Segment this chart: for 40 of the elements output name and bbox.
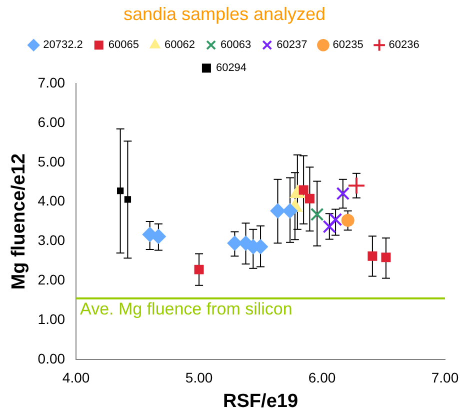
y-tick-label: 7.00 [38,74,66,90]
legend-label: 60063 [220,39,252,52]
legend-label: 20732.2 [43,39,83,52]
point [368,251,378,261]
point [336,186,350,200]
x-tick-label: 4.00 [62,370,90,386]
legend-label: 60235 [332,39,364,52]
y-axis-title: Mg fluence/e12 [8,153,30,290]
y-tick-label: 6.00 [38,114,66,130]
y-tick-label: 3.00 [38,232,66,248]
x-axis-title: RSF/e19 [223,390,298,412]
point [341,214,354,227]
x-tick-label: 7.00 [431,370,459,386]
point [310,208,324,222]
point [116,187,124,194]
point [282,203,298,218]
point [124,196,132,203]
point [304,194,314,204]
point [328,212,342,226]
y-tick-label: 5.00 [38,153,66,170]
legend-label: 60065 [108,39,139,52]
legend-label: 60062 [164,39,196,52]
point [298,185,308,195]
point [381,252,391,262]
point [194,264,204,274]
point [270,203,286,218]
chart-title: sandia samples analyzed [123,4,326,24]
y-tick-label: 0.00 [38,350,66,366]
point [227,236,242,251]
legend-label: 60236 [388,39,420,52]
x-tick-label: 5.00 [185,370,213,386]
y-tick-label: 2.00 [38,271,66,288]
legend-label: 60237 [276,39,308,52]
legend-label: 60294 [216,62,247,74]
point [322,220,336,234]
point [347,176,366,195]
x-tick-label: 6.00 [308,370,336,386]
y-tick-label: 4.00 [38,192,66,209]
ref-line-label: Ave. Mg fluence from silicon [80,300,292,319]
y-tick-label: 1.00 [38,310,66,327]
